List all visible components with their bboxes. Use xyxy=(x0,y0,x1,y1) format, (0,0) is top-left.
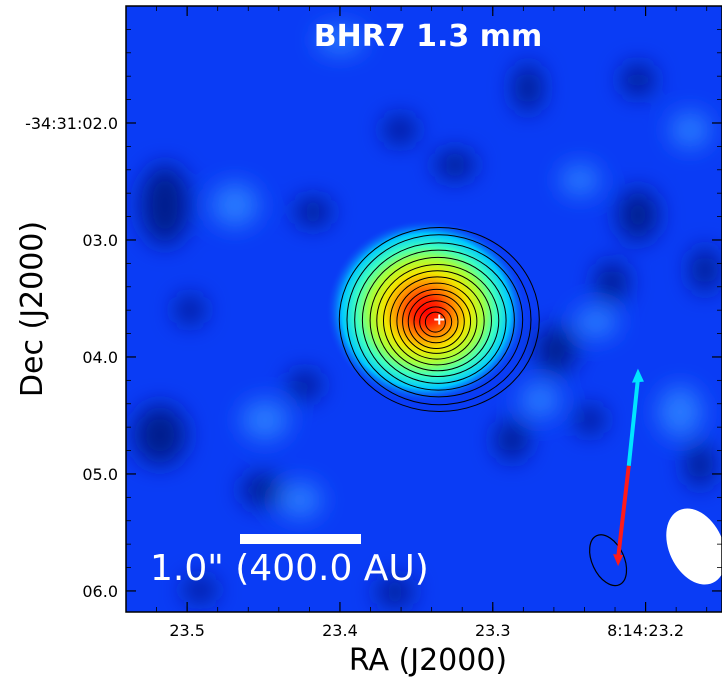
scale-bar-label: 1.0" (400.0 AU) xyxy=(150,548,429,589)
noise-blob-dark xyxy=(176,296,204,324)
noise-blob-dark xyxy=(618,189,658,241)
x-axis-label: RA (J2000) xyxy=(349,643,507,678)
y-tick-label: 04.0 xyxy=(82,348,118,367)
y-axis-label: Dec (J2000) xyxy=(15,221,50,397)
noise-blob-light xyxy=(278,482,322,518)
core-emission xyxy=(326,219,526,403)
noise-blob-light xyxy=(574,306,618,338)
source-marker xyxy=(434,314,445,325)
contour-13 xyxy=(419,306,453,338)
noise-blob-dark xyxy=(496,420,528,460)
beam-ellipse xyxy=(666,508,722,585)
plot-frame xyxy=(125,5,722,613)
contour-1 xyxy=(338,227,540,413)
x-tick-label: 23.4 xyxy=(322,621,358,640)
contour-2 xyxy=(346,234,532,406)
noise-blob-light xyxy=(560,164,600,196)
noise-blob-dark xyxy=(295,198,331,226)
noise-blob-light xyxy=(520,382,560,418)
contour-11 xyxy=(407,294,465,350)
noise-blob-light xyxy=(241,400,289,440)
noise-blob-dark xyxy=(435,151,475,179)
y-tick-label: 03.0 xyxy=(82,231,118,250)
y-tick-label: 06.0 xyxy=(82,582,118,601)
axis-ticks xyxy=(125,6,722,612)
redshifted-lobe xyxy=(616,465,631,559)
contour-8 xyxy=(389,276,485,366)
noise-blob-light xyxy=(658,386,702,438)
noise-blob-dark xyxy=(184,578,216,602)
outflow-origin-marker xyxy=(613,554,624,567)
noise-blob-dark xyxy=(377,578,413,606)
noise-blob-light xyxy=(670,112,710,148)
plot-area: 1.0" (400.0 AU) BHR7 1.3 mm xyxy=(126,6,722,612)
noise-blob-dark xyxy=(576,406,604,434)
x-tick-label: 23.3 xyxy=(475,621,511,640)
contour-14 xyxy=(424,311,446,333)
contour-9 xyxy=(396,282,478,360)
outflow-arrowhead xyxy=(631,368,644,383)
x-tick-label: 23.5 xyxy=(169,621,205,640)
contour-3 xyxy=(354,242,524,398)
contour-lines xyxy=(338,227,540,413)
noise-blob-dark xyxy=(514,64,542,112)
x-tick-labels: 23.5 23.4 23.3 8:14:23.2 xyxy=(169,621,684,640)
contour-5 xyxy=(369,256,507,384)
y-tick-label: -34:31:02.0 xyxy=(25,114,118,133)
noise-blob-dark xyxy=(289,371,321,399)
noise-blob-dark xyxy=(134,405,186,465)
scale-bar xyxy=(240,534,361,544)
chart-title: BHR7 1.3 mm xyxy=(314,19,543,54)
noise-blob-dark xyxy=(596,262,628,302)
contour-6 xyxy=(376,264,500,378)
contour-7 xyxy=(382,270,492,372)
noise-blob-dark xyxy=(384,116,416,144)
noise-blob-dark xyxy=(141,165,189,245)
noise-blob-dark xyxy=(242,474,282,506)
y-tick-labels: -34:31:02.0 03.0 04.0 05.0 06.0 xyxy=(25,114,118,601)
blueshifted-lobe xyxy=(626,378,640,466)
noise-blob-light xyxy=(316,26,364,54)
outflow-arrows xyxy=(589,368,644,587)
outflow-contour xyxy=(589,534,628,587)
y-tick-label: 05.0 xyxy=(82,465,118,484)
noise-blob-light xyxy=(211,183,259,227)
contour-4 xyxy=(361,249,515,391)
noise-blob-dark xyxy=(686,443,714,487)
noise-blob-dark xyxy=(691,248,719,292)
contour-10 xyxy=(402,288,472,354)
noise-blob-dark xyxy=(536,326,576,374)
contour-12 xyxy=(413,300,459,344)
noise-blob-dark xyxy=(622,64,654,96)
x-tick-label: 8:14:23.2 xyxy=(607,621,684,640)
